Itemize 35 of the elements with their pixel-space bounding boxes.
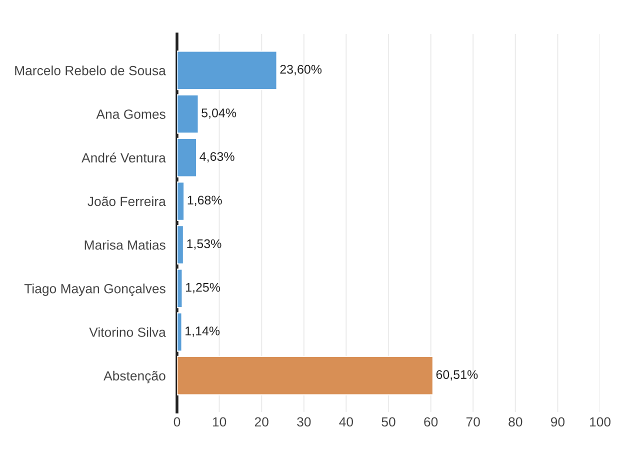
y-tick-label: Ana Gomes [96, 110, 166, 119]
bar [177, 268, 183, 308]
x-tick-label: 50 [382, 417, 396, 427]
data-label: 1,53% [187, 239, 222, 250]
y-tick-label: Vitorino Silva [89, 327, 166, 337]
bar [177, 312, 182, 352]
x-tick-label: 30 [297, 417, 311, 427]
data-label: 5,04% [202, 108, 236, 119]
y-tick-label: Tiago Mayan Gonçalves [24, 284, 166, 296]
x-tick-label: 80 [508, 417, 522, 427]
bar [177, 356, 434, 396]
y-tick-label: Marisa Matias [84, 240, 166, 250]
data-label: 1,14% [186, 326, 220, 337]
y-tick-label: João Ferreira [88, 196, 166, 206]
bar [177, 94, 199, 134]
x-tick-label: 100 [590, 417, 610, 427]
y-tick-label: André Ventura [82, 152, 166, 162]
x-tick-label: 10 [212, 417, 226, 427]
bar [177, 138, 198, 178]
bar [177, 181, 185, 221]
data-label: 1,25% [186, 282, 220, 294]
x-tick-label: 60 [424, 417, 438, 427]
x-tick-label: 0 [174, 417, 180, 427]
x-tick-label: 20 [254, 417, 268, 427]
y-tick-label: Marcelo Rebelo de Sousa [15, 66, 166, 76]
data-label: 23,60% [280, 64, 322, 76]
y-tick-label: Abstenção [104, 370, 166, 384]
x-tick-label: 90 [550, 417, 565, 427]
data-label: 1,68% [188, 196, 222, 206]
bar [177, 225, 184, 265]
x-tick-label: 40 [339, 417, 354, 427]
bar [177, 50, 278, 90]
data-label: 60,51% [436, 370, 478, 380]
data-label: 4,63% [200, 152, 234, 162]
x-tick-label: 70 [466, 417, 480, 427]
